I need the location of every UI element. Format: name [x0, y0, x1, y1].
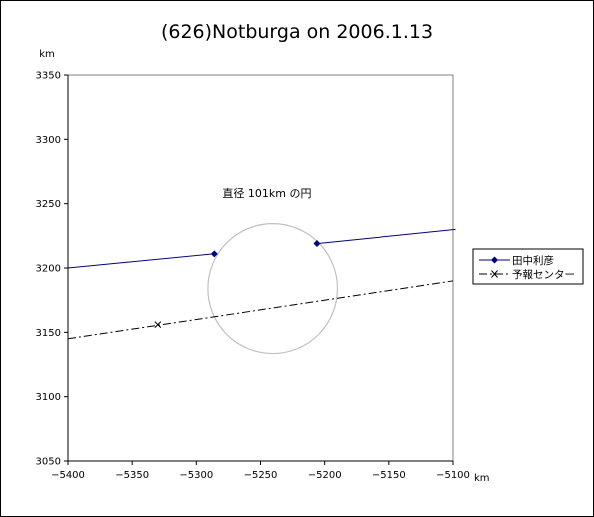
y-tick-label-0: 3050	[36, 457, 61, 468]
y-tick-label-6: 3350	[36, 71, 61, 82]
circle-annotation: 直径 101km の円	[222, 186, 311, 200]
legend: 田中利彦 予報センター	[472, 248, 584, 285]
x-tick-label-2: −5300	[179, 470, 213, 481]
diameter-circle	[207, 223, 339, 355]
series-0-point-0	[210, 250, 218, 258]
x-tick-label-6: −5100	[436, 470, 470, 481]
x-tick-label-5: −5150	[372, 470, 406, 481]
y-axis-unit: km	[39, 49, 55, 60]
x-axis-unit: km	[474, 473, 490, 484]
series-1-line-0	[68, 280, 454, 340]
series-0-line-1	[316, 228, 456, 245]
x-tick-label-1: −5350	[115, 470, 149, 481]
legend-marker-tanaka	[491, 256, 498, 264]
y-tick-label-4: 3250	[36, 199, 61, 210]
chart-title: (626)Notburga on 2006.1.13	[161, 21, 433, 43]
legend-marker-yohou	[491, 270, 498, 278]
legend-label-yohou: 予報センター	[512, 269, 575, 281]
series-0-point-1	[313, 240, 321, 248]
plot-area	[67, 74, 454, 462]
series-0-line-0	[68, 253, 215, 269]
legend-box	[472, 248, 584, 285]
x-tick-label-3: −5250	[244, 470, 278, 481]
series-1-point-0	[154, 321, 162, 328]
y-tick-label-5: 3300	[36, 135, 61, 146]
legend-label-tanaka: 田中利彦	[512, 254, 554, 267]
y-tick-label-1: 3100	[36, 392, 61, 403]
x-tick-label-4: −5200	[308, 470, 342, 481]
y-tick-label-3: 3200	[36, 264, 61, 275]
x-tick-label-0: −5400	[51, 470, 85, 481]
y-tick-label-2: 3150	[36, 328, 61, 339]
